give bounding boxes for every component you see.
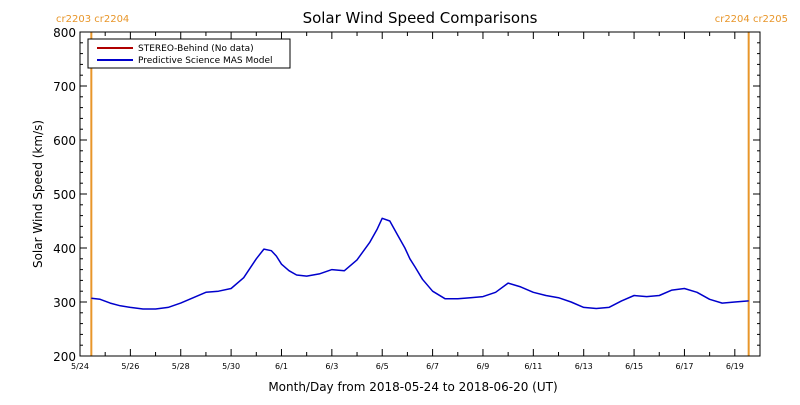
x-tick-label: 5/24 [71,362,89,371]
y-tick-label: 400 [53,242,76,256]
x-tick-label: 6/17 [675,362,693,371]
y-tick-label: 500 [53,188,76,202]
x-tick-label: 6/11 [524,362,542,371]
x-tick-label: 6/9 [477,362,490,371]
chart-title: Solar Wind Speed Comparisons [303,9,538,27]
x-tick-label: 6/15 [625,362,643,371]
x-tick-label: 6/1 [275,362,288,371]
x-tick-label: 6/5 [376,362,389,371]
series-lines [91,217,749,310]
x-tick-label: 6/7 [426,362,439,371]
x-tick-label: 5/28 [172,362,190,371]
legend-label-mas-model: Predictive Science MAS Model [138,56,273,66]
y-tick-label: 200 [53,350,76,364]
legend: STEREO-Behind (No data) Predictive Scien… [87,38,291,69]
x-tick-label: 5/30 [222,362,240,371]
legend-box [87,38,291,69]
x-tick-label: 6/13 [575,362,593,371]
carrington-markers: cr2203 cr2204 cr2204 cr2205 [56,14,788,356]
x-axis-label: Month/Day from 2018-05-24 to 2018-06-20 … [268,380,557,394]
y-axis-label: Solar Wind Speed (km/s) [31,120,45,268]
x-tick-label: 5/26 [121,362,139,371]
x-tick-label: 6/19 [726,362,744,371]
carrington-label: cr2203 cr2204 [56,14,129,25]
y-axis-ticks: 200 300 400 500 600 700 800 [53,26,760,364]
carrington-label: cr2204 cr2205 [715,14,788,25]
y-tick-label: 300 [53,296,76,310]
y-tick-label: 700 [53,80,76,94]
series-line-1 [91,217,749,310]
y-tick-label: 600 [53,134,76,148]
y-tick-label: 800 [53,26,76,40]
x-tick-label: 6/3 [325,362,338,371]
legend-label-stereo: STEREO-Behind (No data) [138,44,254,54]
x-axis-ticks: 5/24 5/26 5/28 5/30 6/1 6/3 6/5 6/7 6/9 6/11 6/13 6… [71,32,761,371]
